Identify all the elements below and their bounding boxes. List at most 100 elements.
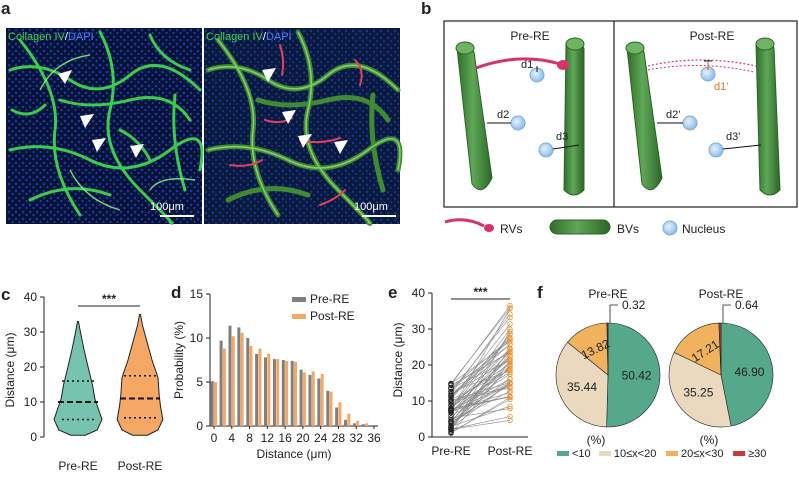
d-x-tick-label: 28 [332, 431, 346, 445]
d-bar-Pre-RE [352, 423, 356, 426]
d-bar-Pre-RE [361, 424, 365, 426]
d-bar-Post-RE [365, 423, 369, 426]
a-left-collagen-label: Collagen IV [8, 31, 66, 43]
arrowhead-markers-right [262, 68, 348, 154]
e-pre-point [448, 424, 454, 431]
d-bar-Pre-RE [281, 360, 285, 426]
e-y-tick-label: 30 [412, 322, 426, 336]
e-pre-point [448, 430, 454, 436]
c-significance: *** [102, 292, 116, 306]
schematic-title-post: Post-RE [690, 29, 735, 43]
e-post-point [507, 357, 513, 363]
e-post-point [507, 363, 513, 369]
c-y-axis-label: Distance (μm) [3, 333, 17, 408]
f-slice-<10 [720, 322, 774, 427]
f-slice-20≤x<30 [673, 322, 722, 376]
d-legend-label: Pre-RE [310, 292, 349, 306]
f-legend-label: <10 [572, 448, 591, 460]
e-points [448, 302, 513, 436]
f-pie-title: Post-RE [699, 287, 744, 301]
e-post-point [507, 311, 513, 317]
e-post-point [507, 326, 513, 332]
e-pair-line [450, 359, 511, 389]
svg-text:Collagen IV/DAPI: Collagen IV/DAPI [8, 31, 94, 43]
d-bar-Pre-RE [255, 353, 259, 426]
e-y-axis-label: Distance (μm) [391, 323, 405, 398]
label-d2-post: d2' [666, 109, 680, 121]
f-leader-line [609, 304, 618, 323]
e-pre-point [448, 397, 454, 403]
e-pre-point [448, 391, 454, 397]
label-d3: d3 [556, 131, 568, 143]
d-bar-Pre-RE [326, 390, 330, 426]
d-y-axis-label: Probability (%) [172, 321, 186, 399]
e-post-point [507, 371, 513, 377]
e-category-label: Pre-RE [431, 444, 470, 458]
d-x-axis-label: Distance (μm) [257, 447, 332, 461]
e-post-point [507, 405, 513, 412]
e-post-point [507, 388, 513, 394]
c-category-label: Post-RE [118, 459, 163, 473]
d-y-tick-label: 0 [196, 419, 203, 433]
e-post-point [507, 346, 513, 352]
e-pair-line [450, 399, 511, 433]
e-post-point [507, 381, 513, 387]
d-x-tick-label: 32 [350, 431, 364, 445]
e-post-point [507, 368, 513, 374]
e-post-point [507, 403, 513, 409]
legend-nucleus: Nucleus [682, 222, 725, 236]
e-pair-line [450, 307, 511, 384]
e-category-label: Post-RE [488, 444, 533, 458]
d-bar-Post-RE [338, 402, 342, 426]
f-pie-title: Pre-RE [588, 287, 627, 301]
d-bar-Post-RE [302, 372, 306, 426]
micrograph-left: Collagen IV/DAPI 100μm [6, 28, 204, 225]
f-slice-label: 0.64 [735, 298, 759, 312]
panel-label-f: f [537, 283, 543, 302]
f-unit-label: (%) [587, 433, 606, 447]
panel-label-e: e [388, 283, 397, 302]
d-bar-Pre-RE [228, 325, 232, 426]
e-post-point [507, 359, 513, 366]
e-post-point [507, 396, 513, 403]
micrograph-right: Collagen IV/DAPI 100μm [204, 28, 403, 226]
e-pre-point [448, 405, 454, 411]
pre-re-schematic: d1 d2 d3 [455, 37, 585, 196]
arrowhead-markers-left [58, 70, 144, 158]
e-post-point [507, 349, 513, 356]
d-bar-Post-RE [347, 413, 351, 426]
d-legend-label: Post-RE [310, 309, 355, 323]
e-post-point [507, 305, 513, 311]
e-significance: *** [473, 285, 487, 299]
e-post-point [507, 328, 513, 334]
f-slice-label: 0.32 [622, 298, 646, 312]
f-leader-line [722, 304, 731, 323]
panel-label-b: b [421, 0, 431, 18]
e-pair-line [450, 396, 511, 410]
schematic-frame [443, 20, 798, 208]
label-d3-post: d3' [726, 131, 740, 143]
d-bar-Pre-RE [210, 381, 214, 426]
d-bar-Post-RE [267, 353, 271, 426]
d-bar-Pre-RE [290, 360, 294, 426]
post-re-schematic: d1' d2' d3' [625, 37, 781, 196]
f-slice-<10 [606, 322, 661, 428]
e-pair-line [450, 348, 511, 409]
d-x-tick-label: 24 [314, 431, 328, 445]
e-y-tick-label: 40 [412, 286, 426, 300]
e-pre-point [448, 407, 454, 413]
violin-chart: 0 10 20 30 40 Distance (μm) Pre-RE Post-RE *** [3, 290, 164, 473]
c-violin-Pre-RE [53, 321, 103, 436]
f-legend-label: 20≤x<30 [681, 448, 723, 460]
d-y-tick-label: 15 [190, 287, 204, 301]
e-post-point [507, 314, 513, 321]
e-pair-line [450, 370, 511, 392]
d-bar-Post-RE [249, 345, 253, 426]
e-pair-line [450, 362, 511, 426]
e-y-tick-label: 20 [412, 358, 426, 372]
svg-text:Collagen IV/DAPI: Collagen IV/DAPI [206, 31, 292, 43]
e-pair-line [450, 338, 511, 388]
d-x-tick-label: 4 [228, 431, 235, 445]
